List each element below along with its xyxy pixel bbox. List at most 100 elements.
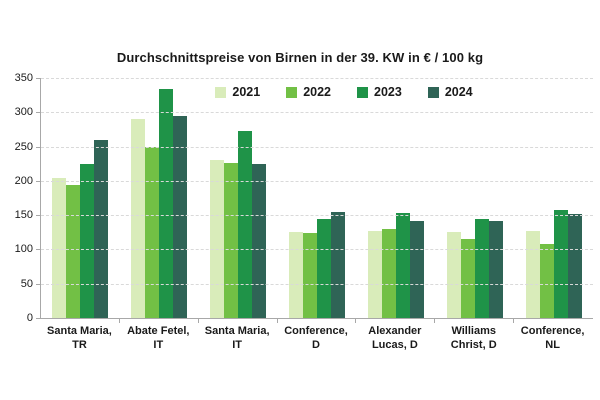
bar-2024-group-2: [173, 116, 188, 318]
gridline-y-300: [41, 112, 593, 114]
legend-item-2023: 2023: [357, 85, 402, 99]
y-axis-label-100: 100: [14, 243, 33, 256]
y-tick-mark: [36, 180, 40, 182]
bar-2023-group-6: [474, 218, 489, 318]
legend-label: 2023: [374, 85, 402, 99]
bar-2024-group-7: [567, 213, 582, 318]
x-tick-mark: [434, 319, 436, 323]
x-axis-label-line2: TR: [72, 338, 87, 351]
x-axis-label-line2: NL: [545, 338, 560, 351]
legend-item-2021: 2021: [215, 85, 260, 99]
y-tick-mark: [36, 283, 40, 285]
legend-swatch-icon: [357, 86, 368, 98]
legend-label: 2024: [444, 85, 473, 99]
legend-label: 2022: [303, 85, 331, 99]
legend-item-2024: 2024: [427, 85, 473, 99]
bar-2022-group-4: [303, 233, 317, 318]
gridline-y-350: [41, 78, 593, 79]
x-axis-label-line1: Santa Maria,: [47, 325, 112, 337]
bar-2023-group-4: [317, 218, 331, 318]
gridline-y-200: [41, 180, 593, 182]
x-axis-label-6: Williams Christ, D: [434, 325, 513, 352]
x-axis-label-line1: Abate Fetel,: [127, 325, 190, 337]
bar-group-6: [435, 218, 514, 318]
x-tick-mark: [118, 319, 120, 323]
x-tick-mark: [355, 319, 357, 323]
bar-2021-group-6: [446, 231, 461, 318]
legend-label: 2021: [232, 85, 261, 99]
bar-2021-group-5: [367, 230, 382, 318]
y-axis-label-350: 350: [14, 72, 33, 84]
x-axis-label-line2: Lucas, D: [371, 338, 418, 351]
bar-2024-group-3: [252, 163, 267, 318]
y-tick-mark: [36, 215, 40, 217]
legend: 2021 2022 2023 2024: [68, 85, 600, 99]
bar-2024-group-1: [94, 140, 109, 318]
bar-2023-group-7: [553, 210, 568, 318]
x-axis-label-line2: IT: [232, 338, 243, 351]
bar-2021-group-4: [289, 231, 303, 318]
legend-swatch-icon: [215, 86, 227, 98]
x-tick-mark: [276, 319, 278, 323]
chart-title: Durchschnittspreise von Birnen in der 39…: [116, 50, 484, 65]
y-tick-mark: [36, 249, 40, 251]
legend-swatch-icon: [427, 86, 439, 98]
y-tick-mark: [36, 78, 40, 79]
bar-2022-group-3: [224, 163, 239, 318]
y-axis-label-300: 300: [14, 106, 33, 119]
y-tick-mark: [36, 318, 40, 319]
bar-2023-group-1: [80, 163, 95, 318]
gridline-y-250: [41, 146, 593, 148]
x-tick-mark: [197, 319, 199, 323]
gridline-y-150: [41, 215, 593, 217]
bar-group-5: [356, 213, 435, 318]
x-axis-label-line2: D: [312, 338, 320, 351]
x-axis-labels: Santa Maria, TR Abate Fetel, IT Santa Maria,…: [40, 325, 592, 352]
x-axis-label-2: Abate Fetel, IT: [119, 325, 198, 352]
bar-group-4: [278, 211, 357, 318]
bar-2022-group-7: [539, 243, 554, 318]
y-tick-mark: [36, 146, 40, 148]
y-axis-label-200: 200: [14, 174, 33, 187]
x-axis-label-line2: IT: [153, 338, 164, 351]
bar-2023-group-2: [159, 89, 174, 318]
x-tick-mark: [513, 319, 515, 323]
x-axis-label-line1: Santa Maria,: [204, 325, 270, 337]
x-axis-label-line1: Conference,: [520, 325, 585, 337]
gridline-y-50: [41, 283, 593, 285]
x-axis-label-1: Santa Maria, TR: [40, 325, 119, 352]
bar-2024-group-4: [331, 211, 345, 318]
y-axis-label-50: 50: [20, 277, 33, 290]
bar-2023-group-5: [395, 213, 410, 318]
bar-2022-group-6: [460, 239, 475, 318]
y-axis-label-250: 250: [14, 140, 33, 153]
bar-2022-group-1: [66, 185, 81, 318]
bar-group-3: [199, 130, 278, 318]
x-axis-label-7: Conference, NL: [513, 325, 592, 352]
plot-area: [40, 78, 593, 319]
bar-group-2: [120, 89, 199, 318]
bar-2022-group-5: [381, 228, 396, 318]
bar-2023-group-3: [238, 130, 253, 318]
legend-swatch-icon: [286, 86, 298, 98]
y-axis-label-0: 0: [26, 312, 33, 324]
x-axis-label-line1: Alexander: [368, 325, 422, 337]
bar-group-1: [41, 140, 120, 318]
bar-2021-group-2: [131, 119, 146, 318]
y-tick-mark: [36, 112, 40, 114]
x-axis-label-4: Conference, D: [277, 325, 356, 352]
bar-2022-group-2: [145, 147, 160, 318]
bar-group-7: [514, 210, 593, 318]
x-axis-label-line2: Christ, D: [450, 338, 497, 351]
x-axis-label-5: Alexander Lucas, D: [355, 325, 434, 352]
legend-item-2022: 2022: [286, 85, 331, 99]
bar-2021-group-7: [525, 230, 540, 318]
bar-2021-group-1: [52, 178, 67, 318]
y-axis-label-150: 150: [14, 209, 33, 222]
x-axis-label-line1: Williams: [451, 325, 496, 337]
bar-2021-group-3: [210, 159, 225, 318]
gridline-y-100: [41, 249, 593, 251]
x-axis-label-3: Santa Maria, IT: [198, 325, 277, 352]
x-axis-label-line1: Conference,: [284, 325, 348, 337]
